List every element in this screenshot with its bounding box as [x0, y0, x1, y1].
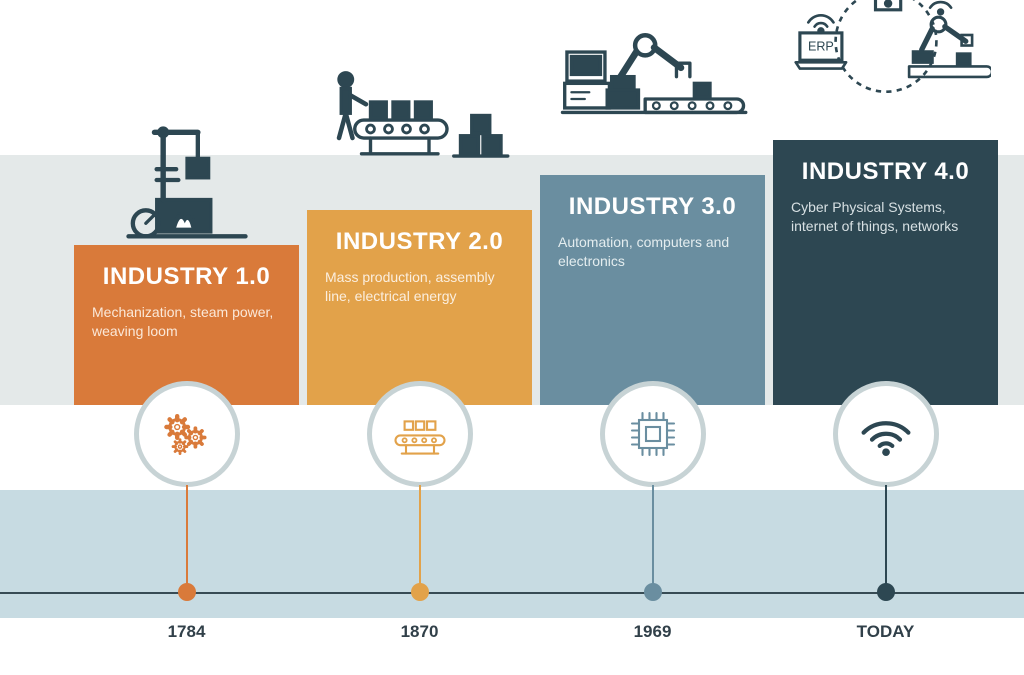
stage-circle-badge — [833, 381, 939, 487]
stage-subtitle: Mechanization, steam power, weaving loom — [74, 291, 299, 341]
assembly-line-icon — [330, 30, 510, 210]
timeline-stem — [885, 485, 887, 592]
stage-bar: INDUSTRY 4.0Cyber Physical Systems, inte… — [773, 140, 998, 405]
background-band — [0, 490, 1024, 618]
timeline-stem — [186, 485, 188, 592]
stage-subtitle: Automation, computers and electronics — [540, 221, 765, 271]
stage-top-illustration — [540, 65, 765, 175]
timeline-year: 1969 — [593, 622, 713, 642]
stage-circle-badge — [134, 381, 240, 487]
chip-icon — [618, 399, 688, 469]
conveyor-icon — [385, 399, 455, 469]
timeline-axis — [0, 592, 1024, 594]
stage-bar: INDUSTRY 2.0Mass production, assembly li… — [307, 210, 532, 405]
stage-title: INDUSTRY 3.0 — [540, 175, 765, 221]
stage-subtitle: Cyber Physical Systems, internet of thin… — [773, 186, 998, 236]
stage-top-illustration — [74, 135, 299, 245]
stage-bar: INDUSTRY 3.0Automation, computers and el… — [540, 175, 765, 405]
timeline-dot — [178, 583, 196, 601]
steam-engine-icon — [122, 115, 252, 245]
timeline-dot — [411, 583, 429, 601]
stage-title: INDUSTRY 4.0 — [773, 140, 998, 186]
stage-top-illustration: ERP — [773, 30, 998, 140]
timeline-year: 1870 — [360, 622, 480, 642]
timeline-dot — [644, 583, 662, 601]
timeline-stem — [652, 485, 654, 592]
timeline-dot — [877, 583, 895, 601]
timeline-stem — [419, 485, 421, 592]
timeline-year: TODAY — [826, 622, 946, 642]
stage-top-illustration — [307, 100, 532, 210]
iot-cloud-icon: ERP — [781, 0, 991, 140]
wifi-icon — [851, 399, 921, 469]
timeline-year: 1784 — [127, 622, 247, 642]
stage-subtitle: Mass production, assembly line, electric… — [307, 256, 532, 306]
stage-title: INDUSTRY 2.0 — [307, 210, 532, 256]
stage-title: INDUSTRY 1.0 — [74, 245, 299, 291]
stage-circle-badge — [367, 381, 473, 487]
robot-arm-icon — [558, 0, 748, 175]
stage-circle-badge — [600, 381, 706, 487]
svg-text:ERP: ERP — [807, 40, 833, 54]
gears-icon — [152, 399, 222, 469]
